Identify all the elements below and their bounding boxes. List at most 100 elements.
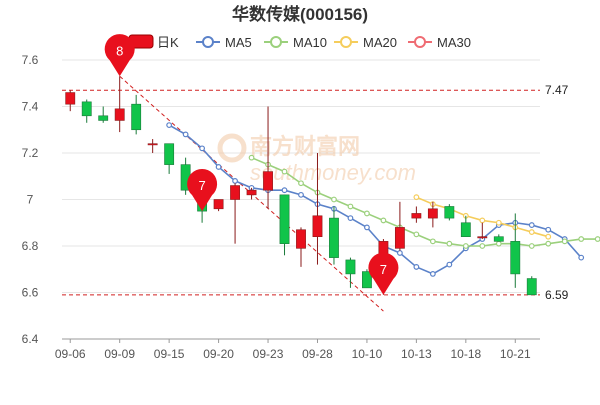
- ma20-point: [528, 229, 535, 235]
- ma5-point: [413, 264, 420, 270]
- candle-body: [164, 143, 175, 165]
- line-marker-icon: [340, 36, 352, 48]
- legend-label: MA30: [437, 35, 471, 50]
- ma5-point: [396, 250, 403, 256]
- ma10-point: [429, 238, 436, 245]
- reference-label: 6.59: [545, 288, 569, 302]
- ma10-point: [446, 240, 453, 247]
- ma5-point: [364, 224, 370, 231]
- pin-shape: [187, 168, 218, 212]
- watermark-logo-mark: [217, 133, 247, 163]
- y-tick-label: 7: [27, 193, 34, 207]
- y-tick-label: 6.8: [22, 239, 39, 253]
- candle-body: [213, 199, 224, 210]
- candle: [345, 257, 356, 288]
- candle-body: [427, 208, 438, 219]
- candle: [411, 206, 422, 223]
- ma5-point: [298, 191, 304, 198]
- x-tick-label: 10-10: [352, 347, 383, 361]
- x-tick-label: 09-09: [104, 347, 135, 361]
- ma10-point: [413, 231, 420, 238]
- line-marker-icon: [414, 36, 426, 48]
- candle: [427, 201, 438, 228]
- chart-title: 华数传媒(000156): [232, 4, 368, 24]
- legend-item-ma10: MA10: [264, 35, 327, 50]
- candle: [444, 204, 455, 221]
- ma10-point: [561, 238, 568, 245]
- x-tick-label: 09-15: [154, 347, 185, 361]
- legend-item-ma5: MA5: [196, 35, 252, 50]
- candle: [246, 187, 257, 200]
- candle: [279, 194, 290, 256]
- legend-item-ma30: MA30: [408, 35, 471, 50]
- candle-body: [312, 215, 323, 237]
- candle: [329, 206, 339, 265]
- candle: [263, 106, 273, 209]
- candle: [230, 183, 240, 244]
- candle-body: [131, 103, 142, 131]
- legend-label: MA10: [293, 35, 327, 50]
- watermark-text: 南方财富网: [250, 134, 360, 159]
- ma20-point: [413, 194, 420, 201]
- ma10-point: [331, 196, 337, 203]
- legend-label: MA20: [363, 35, 397, 50]
- candle: [460, 215, 471, 237]
- candle-body: [114, 108, 125, 121]
- pin-label: 7: [198, 178, 205, 193]
- x-tick-label: 10-21: [500, 347, 531, 361]
- ma10-point: [281, 168, 288, 175]
- candle: [394, 201, 405, 251]
- ma5-point: [446, 261, 453, 268]
- ma5-point: [281, 187, 288, 194]
- y-tick-label: 7.2: [22, 146, 39, 160]
- x-tick-label: 09-28: [302, 347, 333, 361]
- candle-body: [411, 213, 422, 219]
- ma5-point: [528, 222, 535, 228]
- ma10-point: [479, 243, 486, 249]
- pin-label: 8: [116, 43, 123, 58]
- pin-label: 7: [380, 262, 387, 277]
- candle: [510, 213, 521, 288]
- ma10-point: [495, 240, 502, 247]
- candle: [65, 90, 76, 112]
- candle: [213, 199, 224, 212]
- candle-body: [263, 171, 273, 191]
- watermark-url: southmoney.com: [250, 160, 416, 185]
- ma10-point: [462, 243, 469, 249]
- candle: [98, 106, 109, 123]
- ma5-point: [166, 122, 173, 128]
- candle-body: [329, 217, 339, 258]
- legend-item-k: 日K: [128, 34, 179, 50]
- candle: [493, 234, 504, 242]
- ma5-point: [545, 226, 552, 233]
- candle: [362, 269, 372, 289]
- line-marker-icon: [270, 36, 282, 48]
- legend-label: MA5: [225, 35, 252, 50]
- ma10-point: [545, 240, 552, 247]
- pin-marker: 8: [104, 34, 135, 77]
- y-tick-label: 7.6: [22, 53, 39, 67]
- ma5-point: [347, 215, 354, 222]
- candle-body: [147, 143, 158, 146]
- x-tick-label: 10-18: [450, 347, 481, 361]
- x-tick-label: 09-20: [203, 347, 234, 361]
- candle-body: [394, 227, 405, 249]
- candle-body: [460, 222, 471, 237]
- ma20-point: [479, 217, 486, 224]
- pin-shape: [368, 252, 399, 295]
- candle-body: [230, 185, 240, 200]
- line-marker-icon: [202, 36, 214, 48]
- pin-marker: 7: [368, 252, 399, 295]
- candle-body: [246, 189, 257, 196]
- candle: [312, 153, 323, 265]
- candle: [164, 143, 175, 174]
- y-tick-label: 7.4: [22, 100, 39, 114]
- reference-label: 7.47: [545, 83, 569, 97]
- candle-body: [65, 92, 76, 105]
- candle-body: [362, 271, 372, 289]
- candle: [296, 227, 306, 267]
- candle: [131, 94, 142, 135]
- ma5-point: [232, 177, 238, 184]
